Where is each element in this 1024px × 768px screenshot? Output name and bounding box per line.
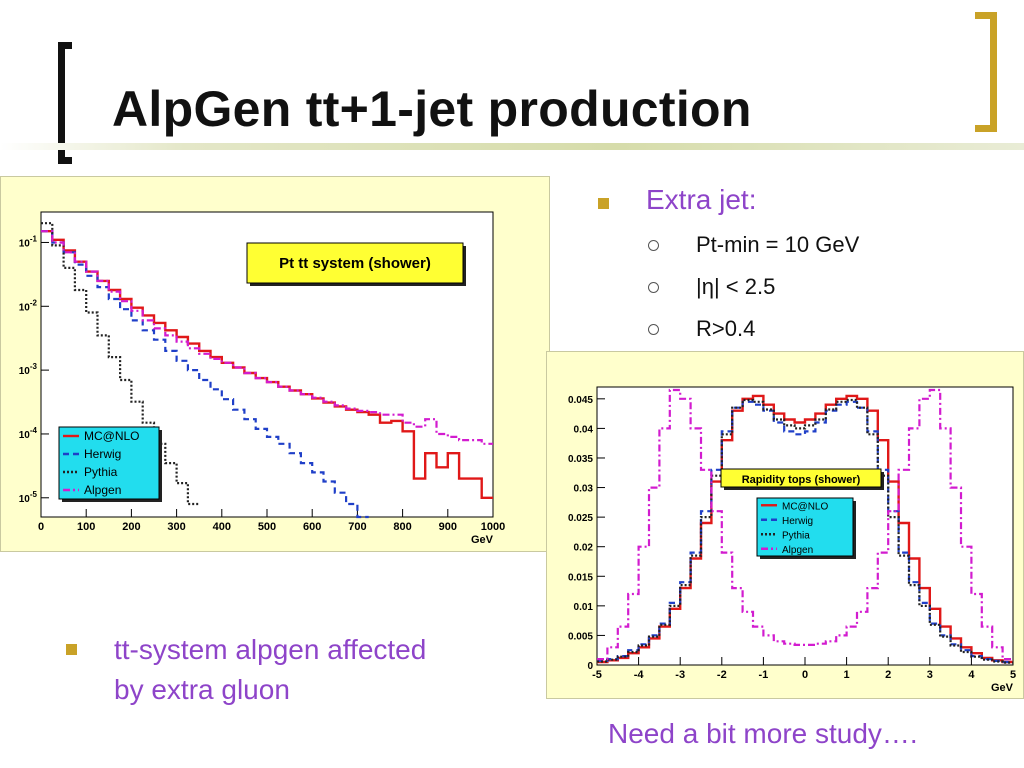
- title-box: [246, 242, 464, 284]
- x-tick-label: 400: [213, 521, 231, 533]
- y-tick-label: 0.02: [574, 543, 594, 554]
- x-tick-label: 200: [122, 521, 140, 533]
- legend-box: [58, 426, 160, 500]
- bullet-square-icon: [598, 198, 609, 209]
- y-tick-label: 0.01: [574, 602, 594, 613]
- y-tick-label: 10-4: [19, 426, 38, 441]
- x-tick-label: -4: [634, 669, 645, 681]
- bottom-bullet-text: tt-system alpgen affected by extra gluon: [114, 630, 426, 710]
- x-tick-label: 5: [1010, 669, 1016, 681]
- x-tick-label: 300: [167, 521, 185, 533]
- x-tick-label: -1: [759, 669, 769, 681]
- x-tick-label: 800: [393, 521, 411, 533]
- footer-note: Need a bit more study….: [608, 718, 918, 749]
- sub-bullet-r: R>0.4: [696, 316, 756, 341]
- y-tick-label: 10-3: [19, 362, 38, 377]
- x-tick-label: 600: [303, 521, 321, 533]
- y-tick-label: 0.045: [568, 395, 593, 406]
- sub-bullet-circle-icon: [648, 282, 659, 293]
- sub-bullet-ptmin: Pt-min = 10 GeV: [696, 232, 860, 257]
- chart-title: Rapidity tops (shower): [742, 474, 861, 486]
- x-tick-label: 1: [844, 669, 850, 681]
- y-tick-label: 10-2: [19, 298, 38, 313]
- legend-label: Herwig: [84, 447, 121, 461]
- x-axis-label: GeV: [471, 534, 494, 546]
- legend-label: Alpgen: [84, 483, 121, 497]
- x-tick-label: 700: [348, 521, 366, 533]
- y-tick-label: 0.035: [568, 454, 593, 465]
- extra-jet-label: Extra jet:: [646, 184, 757, 215]
- bottom-bullet-line1: tt-system alpgen affected: [114, 634, 427, 665]
- legend-label: Pythia: [84, 465, 118, 479]
- y-tick-label: 10-5: [19, 490, 38, 505]
- left-bracket-decoration: [58, 42, 72, 164]
- sub-bullet-circle-icon: [648, 240, 659, 251]
- right-bracket-decoration: [975, 12, 997, 132]
- x-axis-label: GeV: [991, 682, 1014, 694]
- sub-bullet-eta: |η| < 2.5: [696, 274, 776, 299]
- x-tick-label: 900: [439, 521, 457, 533]
- pt-chart-panel: 0 100 200 300 400 500 600 700 800 900 1000 10-5 10-4…: [0, 176, 550, 552]
- x-tick-label: 2: [885, 669, 891, 681]
- y-tick-label: 0.03: [574, 484, 594, 495]
- bullet-square-icon: [66, 644, 77, 655]
- legend-box: [756, 497, 854, 557]
- legend-label: Pythia: [782, 530, 810, 541]
- y-tick-label: 0.04: [574, 424, 594, 435]
- pt-chart: 0 100 200 300 400 500 600 700 800 900 1000 10-5 10-4…: [19, 211, 505, 546]
- rapidity-chart: -5 -4 -3 -2 -1 0 1 2 3 4 5 0 0.005 0.01 0.015 0.02 0.025…: [568, 386, 1016, 694]
- series-line-alpgen: [41, 230, 493, 445]
- sub-bullet-circle-icon: [648, 324, 659, 335]
- x-tick-label: -2: [717, 669, 727, 681]
- legend-label: Alpgen: [782, 545, 813, 556]
- x-tick-label: -5: [592, 669, 602, 681]
- y-tick-label: 0.015: [568, 572, 593, 583]
- y-tick-label: 0.005: [568, 631, 593, 642]
- x-tick-label: 4: [968, 669, 975, 681]
- legend-label: MC@NLO: [84, 429, 140, 443]
- y-tick-label: 0.025: [568, 513, 593, 524]
- rapidity-chart-panel: -5 -4 -3 -2 -1 0 1 2 3 4 5 0 0.005 0.01 0.015 0.02 0.025…: [546, 351, 1024, 699]
- legend-label: MC@NLO: [782, 501, 828, 512]
- series-line-alpgen: [597, 388, 1013, 661]
- x-tick-label: 100: [77, 521, 95, 533]
- x-tick-label: 3: [927, 669, 933, 681]
- series-line-pythia: [597, 398, 1013, 664]
- x-tick-label: 0: [802, 669, 808, 681]
- series-line-pythia: [41, 222, 200, 506]
- series-line-herwig: [597, 400, 1013, 664]
- y-tick-label: 0: [587, 661, 593, 672]
- x-tick-label: 500: [258, 521, 276, 533]
- title-box: [720, 468, 882, 488]
- bottom-bullet-line2: by extra gluon: [114, 674, 290, 705]
- y-tick-label: 10-1: [19, 234, 38, 249]
- title-underline-bar: [0, 143, 1024, 150]
- legend-label: Herwig: [782, 516, 813, 527]
- series-line-mc-nlo: [41, 230, 493, 499]
- x-tick-label: -3: [675, 669, 685, 681]
- chart-title: Pt tt system (shower): [279, 255, 431, 272]
- x-tick-label: 0: [38, 521, 44, 533]
- series-line-herwig: [41, 230, 369, 519]
- x-tick-label: 1000: [481, 521, 505, 533]
- slide-title: AlpGen tt+1-jet production: [112, 81, 752, 137]
